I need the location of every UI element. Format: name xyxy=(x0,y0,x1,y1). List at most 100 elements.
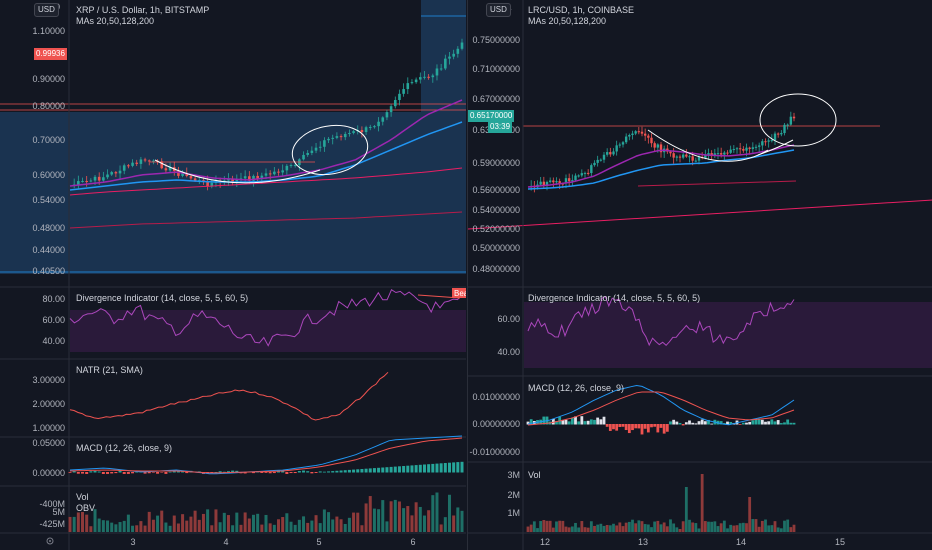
natr-legend[interactable]: NATR (21, SMA) xyxy=(76,365,143,375)
candle-body xyxy=(694,160,698,162)
macd-bar xyxy=(602,416,606,425)
candle-body xyxy=(231,178,234,183)
vol-bar xyxy=(81,511,85,532)
vol-bar xyxy=(293,524,297,532)
vol-bar xyxy=(431,495,435,532)
candle-body xyxy=(393,99,397,107)
macd-bar xyxy=(251,472,255,474)
macd-bar xyxy=(118,470,122,473)
candle-body xyxy=(656,144,660,148)
vol-bar xyxy=(414,502,418,532)
macd-bar xyxy=(435,463,439,473)
vol-bar xyxy=(410,515,414,532)
vol-bar xyxy=(570,526,574,532)
vol-bar xyxy=(443,517,447,532)
macd-bar xyxy=(618,424,622,428)
candle-body xyxy=(185,172,189,176)
candle-body xyxy=(539,181,542,185)
candle-body xyxy=(650,137,653,144)
candle-body xyxy=(691,156,694,161)
obv-legend[interactable]: OBV xyxy=(76,503,95,513)
macd-bar xyxy=(314,472,318,473)
candle-body xyxy=(206,181,209,187)
macd-bar xyxy=(218,471,222,473)
macd-bar xyxy=(665,424,669,432)
candle-body xyxy=(435,68,439,76)
vol-bar xyxy=(656,520,660,532)
gear-icon[interactable] xyxy=(46,537,54,545)
lrc-chart-pane[interactable]: 0. 0.75000000 0.71000000 0.67000000 0.63… xyxy=(467,0,932,550)
candle-body xyxy=(439,68,443,70)
macd-bar xyxy=(447,462,451,473)
ma128-line xyxy=(69,167,463,196)
divergence-legend[interactable]: Divergence Indicator (14, close, 5, 5, 6… xyxy=(76,293,248,303)
vol-legend[interactable]: Vol xyxy=(76,492,89,502)
macd-bar xyxy=(231,470,235,473)
price-tick: 0.52000000 xyxy=(472,224,520,234)
vol-bar xyxy=(694,523,698,532)
candle-body xyxy=(339,136,343,138)
vol-bar xyxy=(726,528,729,532)
vol-bar xyxy=(669,519,672,532)
time-tick: 3 xyxy=(130,537,135,547)
candle-body xyxy=(460,42,464,49)
candle-body xyxy=(621,142,625,145)
vol-bar xyxy=(738,523,742,532)
macd-bar xyxy=(542,416,546,425)
vol-bar xyxy=(168,525,172,532)
vol-bar xyxy=(631,519,634,532)
price-axis[interactable]: 0 1.10000 0.90000 0.80000 0.70000 0.6000… xyxy=(32,2,65,276)
vol-bar xyxy=(716,526,720,532)
vol-bar xyxy=(783,520,786,532)
divergence-legend[interactable]: Divergence Indicator (14, close, 5, 5, 6… xyxy=(528,293,700,303)
macd-bar xyxy=(151,472,155,473)
macd-bar xyxy=(406,465,410,473)
vol-bar xyxy=(583,527,587,532)
price-tick: 0.70000 xyxy=(32,135,65,145)
candle-body xyxy=(448,56,451,59)
macd-bar xyxy=(85,472,89,474)
vol-tick: 5M xyxy=(52,507,65,517)
vol-bar xyxy=(697,528,701,532)
macd-bar xyxy=(792,422,796,425)
candle-body xyxy=(368,126,372,128)
bearish-tag xyxy=(452,288,466,298)
macd-bar xyxy=(168,471,172,473)
candle-body xyxy=(548,180,552,182)
currency-selector[interactable]: USD xyxy=(486,3,511,17)
macd-legend[interactable]: MACD (12, 26, close, 9) xyxy=(76,443,172,453)
price-axis[interactable]: 0. 0.75000000 0.71000000 0.67000000 0.63… xyxy=(472,2,520,274)
candle-body xyxy=(248,176,251,181)
divergence-tick: 60.00 xyxy=(497,314,520,324)
ma-legend[interactable]: MAs 20,50,128,200 xyxy=(528,16,606,26)
vol-bar xyxy=(197,519,201,532)
vol-legend[interactable]: Vol xyxy=(528,470,541,480)
vol-bar xyxy=(364,503,368,532)
macd-tick: 0.00000 xyxy=(32,468,65,478)
ma50-line xyxy=(69,121,463,191)
vol-bar xyxy=(247,518,251,532)
xrp-chart-pane[interactable]: Bea 0 1.10000 0.90000 0.80000 0.70000 0.… xyxy=(0,0,466,550)
vol-bar xyxy=(260,524,264,532)
vol-tick: 3M xyxy=(507,470,520,480)
vol-bar xyxy=(289,521,293,532)
divergence-line xyxy=(69,288,463,347)
candle-body xyxy=(285,165,289,171)
candle-body xyxy=(612,151,615,155)
lrc-chart-canvas[interactable]: 0. 0.75000000 0.71000000 0.67000000 0.63… xyxy=(468,0,932,550)
macd-bar xyxy=(605,424,609,427)
macd-legend[interactable]: MACD (12, 26, close, 9) xyxy=(528,383,624,393)
vol-bar xyxy=(85,514,89,532)
currency-selector[interactable]: USD xyxy=(34,3,59,17)
vol-bar xyxy=(659,524,663,532)
vol-bar xyxy=(637,520,641,532)
vol-bar xyxy=(460,510,464,532)
macd-tick: 0.00000000 xyxy=(472,419,520,429)
vol-bar xyxy=(339,519,343,532)
macd-bar xyxy=(570,417,574,425)
natr-tick: 1.00000 xyxy=(32,423,65,433)
time-tick: 15 xyxy=(835,537,845,547)
vol-bar xyxy=(551,527,555,532)
ma-legend[interactable]: MAs 20,50,128,200 xyxy=(76,16,154,26)
xrp-chart-canvas[interactable]: Bea 0 1.10000 0.90000 0.80000 0.70000 0.… xyxy=(0,0,466,550)
